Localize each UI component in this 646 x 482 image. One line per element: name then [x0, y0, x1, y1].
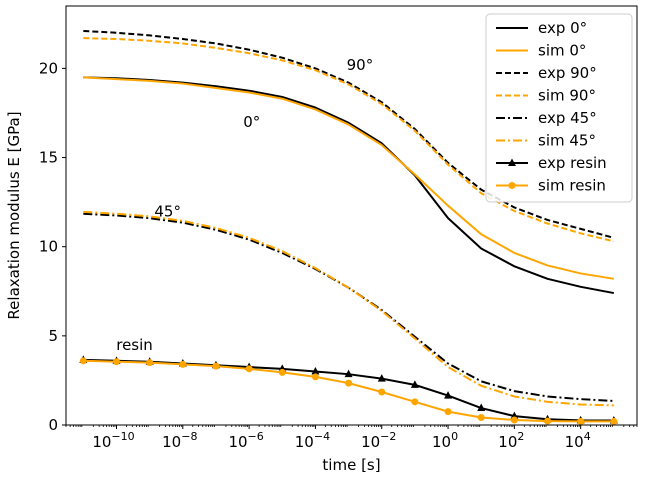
series-point-7-5	[245, 365, 253, 373]
x-tick-label-exponent: −8	[181, 430, 197, 443]
x-tick-label-exponent: 2	[517, 430, 524, 443]
series-point-7-16	[610, 417, 618, 425]
x-tick-label-base: 10	[498, 433, 517, 451]
annotation-label: 45°	[154, 202, 181, 220]
series-point-7-1	[112, 358, 120, 366]
series-point-7-12	[477, 414, 485, 422]
series-point-7-3	[179, 360, 187, 368]
x-axis: 10−10 10−8 10−6 10−4 10−2 100 102 104	[65, 425, 638, 451]
legend-label: exp 0°	[538, 19, 587, 37]
series-point-7-11	[444, 408, 452, 416]
x-tick-label: 10−2	[361, 430, 396, 451]
series-point-7-10	[411, 398, 419, 406]
series-line-2	[83, 29, 615, 239]
plot-area	[79, 29, 618, 425]
series-point-7-7	[311, 373, 319, 381]
legend-label: sim 90°	[538, 87, 596, 105]
x-tick-label: 10−8	[162, 430, 197, 451]
x-axis-label: time [s]	[322, 456, 380, 474]
series-point-7-6	[278, 368, 286, 376]
x-tick-label-base: 10	[432, 433, 451, 451]
x-tick-label-base: 10	[565, 433, 584, 451]
x-tick-label: 104	[565, 430, 591, 451]
axes-frame	[65, 5, 638, 426]
x-tick-label: 10−6	[228, 430, 263, 451]
legend-label: exp 45°	[538, 109, 597, 127]
annotation-label: 0°	[243, 113, 260, 131]
series-point-7-4	[212, 362, 220, 370]
legend-marker	[508, 158, 516, 166]
legend-marker	[508, 182, 516, 189]
series-line-5	[83, 210, 614, 407]
y-tick-label: 5	[48, 327, 58, 345]
legend-box	[485, 13, 633, 203]
series-point-7-0	[79, 357, 87, 365]
series-point-6-11	[444, 391, 453, 399]
y-tick-label: 0	[48, 416, 58, 434]
series-point-7-14	[544, 417, 552, 425]
series-point-7-8	[345, 379, 353, 387]
curve-annotations: 90° 0° 45° resin	[116, 56, 373, 354]
legend-label: sim 0°	[538, 42, 586, 60]
series-point-7-15	[577, 417, 585, 425]
x-tick-label-base: 10	[361, 433, 380, 451]
x-tick-label: 10−4	[295, 430, 330, 451]
legend-label: exp resin	[538, 154, 607, 172]
y-axis-label: Relaxation modulus E [GPa]	[5, 111, 23, 319]
x-tick-label-exponent: 4	[584, 430, 591, 443]
x-tick-label-base: 10	[92, 433, 111, 451]
series-point-7-13	[510, 416, 518, 424]
series-point-6-7	[311, 367, 320, 375]
y-tick-label: 20	[39, 59, 58, 77]
legend-label: sim 45°	[538, 132, 596, 150]
x-tick-label: 102	[498, 430, 524, 451]
x-tick-label-exponent: −10	[111, 430, 134, 443]
x-tick-label: 10−10	[92, 430, 134, 451]
series-point-6-10	[410, 380, 419, 388]
y-axis: 0 5 10 15 20	[39, 59, 66, 434]
series-point-7-2	[146, 359, 154, 367]
legend-label: exp 90°	[538, 64, 597, 82]
series-line-3	[83, 37, 615, 243]
x-tick-label-base: 10	[295, 433, 314, 451]
series-point-6-8	[344, 369, 353, 378]
x-tick-label-base: 10	[162, 433, 181, 451]
x-tick-label: 100	[432, 430, 458, 451]
x-tick-label-exponent: −4	[314, 430, 330, 443]
annotation-label: resin	[116, 336, 153, 354]
series-point-6-12	[477, 403, 486, 412]
series-point-6-9	[377, 374, 386, 382]
y-tick-label: 15	[39, 149, 58, 167]
x-tick-label-exponent: 0	[451, 430, 458, 443]
x-tick-label-base: 10	[228, 433, 247, 451]
legend: exp 0° sim 0° exp 90° sim 90° exp 45° sim 45°…	[485, 13, 633, 203]
series-point-7-9	[378, 388, 386, 396]
y-tick-label: 10	[39, 238, 58, 256]
x-tick-label-exponent: −6	[248, 430, 264, 443]
annotation-label: 90°	[347, 56, 374, 74]
series-line-1	[83, 76, 614, 280]
legend-label: sim resin	[538, 177, 606, 195]
x-tick-label-exponent: −2	[380, 430, 396, 443]
